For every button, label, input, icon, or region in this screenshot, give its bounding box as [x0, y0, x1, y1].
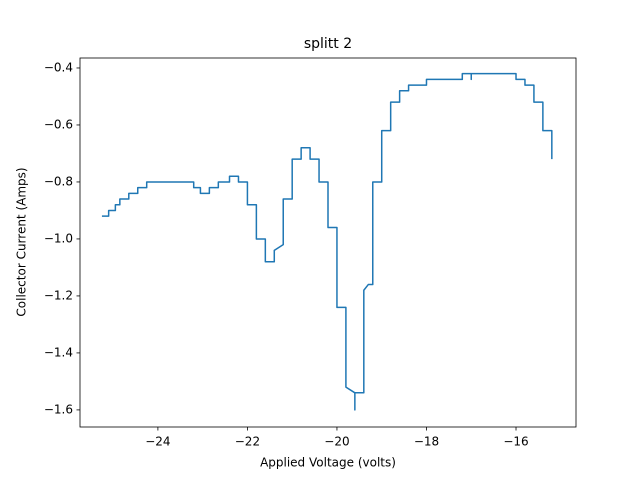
x-tick-label: −18	[414, 435, 439, 449]
x-tick-label: −16	[503, 435, 528, 449]
x-tick-label: −24	[145, 435, 170, 449]
x-axis-label: Applied Voltage (volts)	[260, 456, 396, 470]
chart-title: splitt 2	[304, 36, 352, 52]
y-tick-label: −0.4	[44, 60, 73, 74]
y-axis-label: Collector Current (Amps)	[15, 167, 29, 316]
y-tick-label: −1.2	[44, 288, 73, 302]
y-tick-label: −1.6	[44, 402, 73, 416]
x-tick-label: −20	[324, 435, 349, 449]
y-tick-label: −0.8	[44, 174, 73, 188]
x-tick-label: −22	[235, 435, 260, 449]
plot-frame	[79, 57, 577, 428]
data-line	[101, 72, 553, 411]
y-tick-label: −0.6	[44, 117, 73, 131]
y-tick-label: −1.4	[44, 345, 73, 359]
y-tick-label: −1.0	[44, 231, 73, 245]
